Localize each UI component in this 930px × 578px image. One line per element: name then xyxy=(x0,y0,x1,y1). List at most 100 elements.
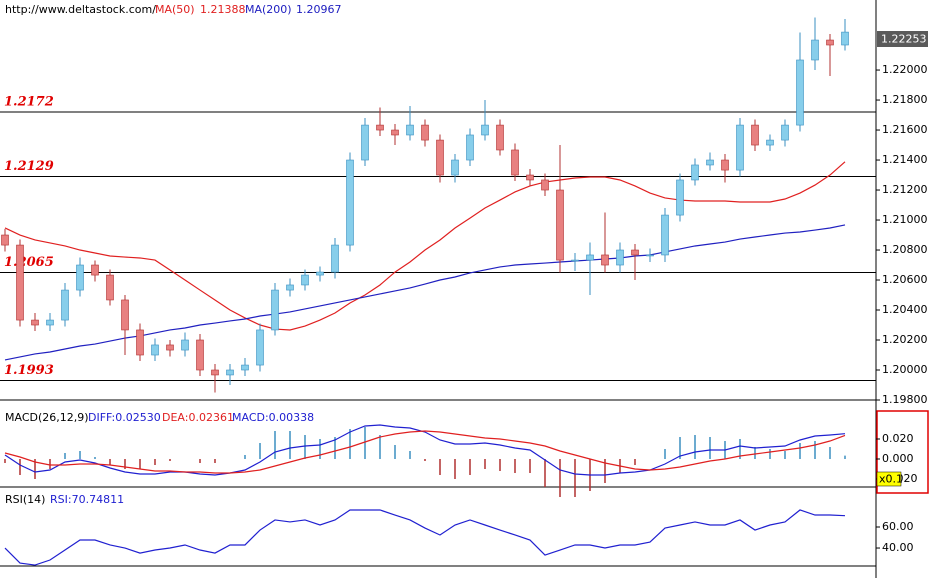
candle-body xyxy=(736,124,744,171)
candle-body xyxy=(226,369,234,376)
ma200-value: 1.20967 xyxy=(296,3,342,16)
candle-body xyxy=(631,249,639,256)
ma50-value: 1.21388 xyxy=(200,3,246,16)
y-tick-label: 1.21200 xyxy=(882,183,928,196)
candle-body xyxy=(241,364,249,371)
candle-body xyxy=(466,134,474,161)
candle-body xyxy=(331,244,339,273)
series-line xyxy=(4,509,846,566)
candle-body xyxy=(826,39,834,46)
candle-body xyxy=(136,329,144,356)
level-label: 1.2172 xyxy=(4,95,54,110)
series-line xyxy=(4,161,846,331)
candle-body xyxy=(181,339,189,351)
candle-body xyxy=(166,344,174,351)
candle-body xyxy=(406,124,414,136)
candle-body xyxy=(706,159,714,166)
candle-body xyxy=(46,319,54,326)
candle-body xyxy=(271,289,279,331)
candle-body xyxy=(361,124,369,161)
y-tick-label: 0.000 xyxy=(882,452,914,465)
dea-label: DEA:0.02361 xyxy=(162,411,234,424)
candle-body xyxy=(391,129,399,136)
candle-body xyxy=(616,249,624,266)
y-tick-label: 60.00 xyxy=(882,520,914,533)
series-line xyxy=(4,424,846,476)
axis-highlight xyxy=(876,410,929,494)
candle-body xyxy=(721,159,729,171)
candle-body xyxy=(151,344,159,356)
macd-label: MACD:0.00338 xyxy=(232,411,314,424)
ma200-name: MA(200) xyxy=(245,3,292,16)
candle-body xyxy=(91,264,99,276)
candle-body xyxy=(121,299,129,331)
y-tick-label: 1.20400 xyxy=(882,303,928,316)
y-tick-label: 0.020 xyxy=(882,432,914,445)
candle-body xyxy=(691,164,699,181)
ma50-name: MA(50) xyxy=(155,3,195,16)
candle-body xyxy=(16,244,24,321)
candle-body xyxy=(601,254,609,266)
candle-body xyxy=(31,319,39,326)
candle-body xyxy=(841,31,849,46)
candle-body xyxy=(541,179,549,191)
candle-body xyxy=(316,271,324,276)
y-tick-label: 1.21400 xyxy=(882,153,928,166)
y-tick-label: 1.21800 xyxy=(882,93,928,106)
series-line xyxy=(4,224,846,361)
candle-body xyxy=(811,39,819,61)
level-label: 1.2065 xyxy=(4,255,54,270)
candle-body xyxy=(676,179,684,216)
y-tick-label: 1.20200 xyxy=(882,333,928,346)
candle-body xyxy=(796,59,804,126)
y-tick-label: 1.20800 xyxy=(882,243,928,256)
candle-body xyxy=(586,254,594,261)
candle-body xyxy=(751,124,759,146)
candle-body xyxy=(376,124,384,131)
candle-body xyxy=(646,254,654,257)
rsi-title: RSI(14) xyxy=(5,493,45,506)
overlay: 1.22253 x0.1 xyxy=(876,31,928,487)
candle-body xyxy=(106,274,114,301)
y-tick-label: 1.20000 xyxy=(882,363,928,376)
y-tick-label: 1.22000 xyxy=(882,63,928,76)
marks: 1.19800 1.20000 1.20200 1.20400 1.20600 1.208… xyxy=(0,17,928,566)
candle-body xyxy=(286,284,294,291)
y-tick-label: 1.21000 xyxy=(882,213,928,226)
candle-body xyxy=(211,369,219,376)
last-price: 1.22253 xyxy=(881,33,927,46)
last-price-box xyxy=(877,31,928,47)
y-tick-label: 1.19800 xyxy=(882,393,928,406)
y-tick-label: 40.00 xyxy=(882,541,914,554)
source-url: http://www.deltastock.com/ xyxy=(5,3,156,16)
candle-body xyxy=(781,124,789,141)
candle-body xyxy=(661,214,669,256)
candle-body xyxy=(1,234,9,246)
candle-body xyxy=(511,149,519,176)
rsi-label: RSI:70.74811 xyxy=(50,493,124,506)
candle-body xyxy=(346,159,354,246)
level-label: 1.2129 xyxy=(4,159,54,174)
candle-body xyxy=(196,339,204,371)
candle-body xyxy=(76,264,84,291)
candle-body xyxy=(256,329,264,366)
candle-body xyxy=(481,124,489,136)
candle-body xyxy=(526,174,534,181)
level-label: 1.1993 xyxy=(4,363,54,378)
candle-body xyxy=(556,189,564,261)
y-tick-label: 1.20600 xyxy=(882,273,928,286)
candle-body xyxy=(571,259,579,262)
candle-body xyxy=(766,139,774,146)
candle-body xyxy=(61,289,69,321)
series-line xyxy=(4,430,846,474)
candle-body xyxy=(451,159,459,176)
candle-body xyxy=(496,124,504,151)
candle-body xyxy=(436,139,444,176)
candle-body xyxy=(421,124,429,141)
scale-note: x0.1 xyxy=(879,473,903,486)
scale-note-box xyxy=(876,471,902,487)
y-tick-label: 1.21600 xyxy=(882,123,928,136)
